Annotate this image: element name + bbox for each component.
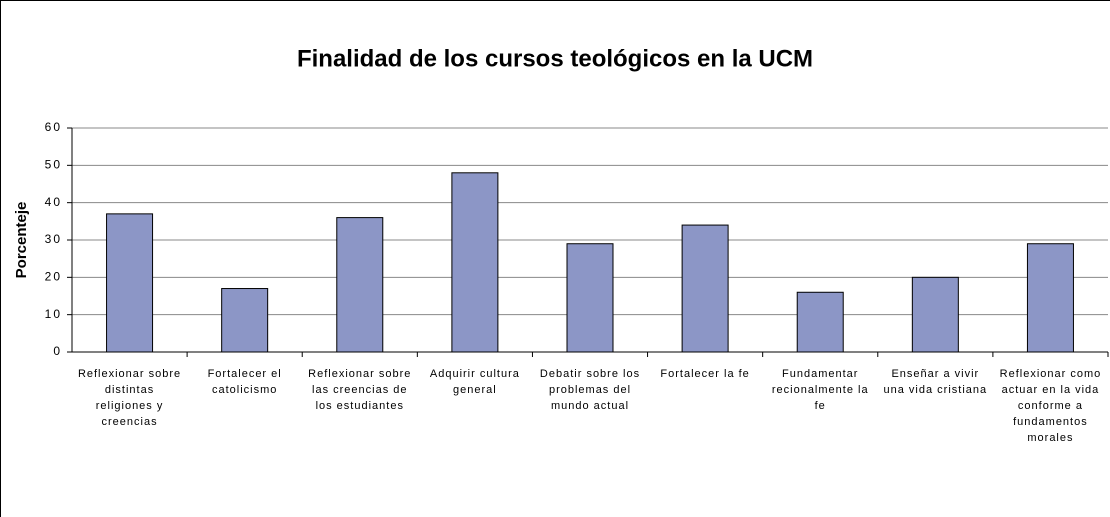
x-tick-label: Reflexionar sobre distintas religiones y… <box>77 368 182 428</box>
chart-title: Finalidad de los cursos teológicos en la… <box>297 45 813 72</box>
bar <box>451 172 499 353</box>
bar <box>566 243 614 353</box>
y-tick-label: 10 <box>45 307 62 321</box>
x-tick-label: Adquirir cultura general <box>429 368 520 396</box>
bar <box>1026 243 1074 353</box>
y-tick-label: 20 <box>45 270 62 284</box>
y-tick-label: 0 <box>53 344 62 358</box>
bar <box>911 276 959 353</box>
x-tick-label: Fundamentar recionalmente la fe <box>771 368 869 412</box>
bar <box>681 224 729 353</box>
x-tick-label: Reflexionar como actuar en la vida confo… <box>999 368 1102 444</box>
x-tick-label: Reflexionar sobre las creencias de los e… <box>308 368 412 412</box>
y-tick-label: 30 <box>45 232 62 246</box>
y-tick-label: 60 <box>45 120 62 134</box>
y-tick-label: 40 <box>45 195 62 209</box>
bar <box>796 291 844 353</box>
bar <box>221 288 269 353</box>
bar <box>336 217 384 353</box>
x-tick-label: Debatir sobre los problemas del mundo ac… <box>539 368 641 412</box>
y-axis-label: Porcenteje <box>13 202 30 279</box>
x-tick-label: Fortalecer la fe <box>660 368 750 380</box>
y-tick-label: 50 <box>45 158 62 172</box>
bar <box>106 213 154 353</box>
x-tick-label: Fortalecer el catolicismo <box>207 368 282 396</box>
x-tick-label: Enseñar a vivir una vida cristiana <box>883 368 988 396</box>
